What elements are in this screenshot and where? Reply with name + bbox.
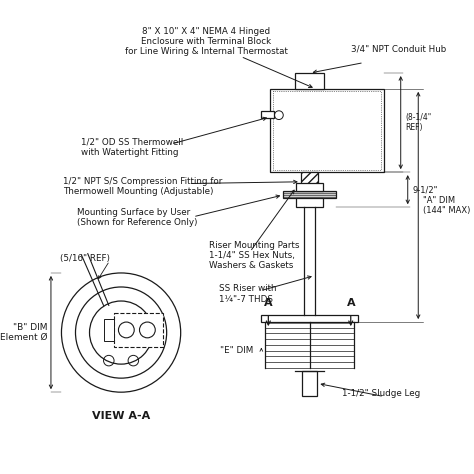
Text: Riser Mounting Parts
1-1/4" SS Hex Nuts,
Washers & Gaskets: Riser Mounting Parts 1-1/4" SS Hex Nuts,… xyxy=(209,240,299,270)
Bar xyxy=(270,89,384,172)
Text: 3/4" NPT Conduit Hub: 3/4" NPT Conduit Hub xyxy=(351,45,446,54)
Text: A: A xyxy=(346,298,355,308)
Bar xyxy=(283,191,336,199)
Bar xyxy=(273,91,382,170)
Bar xyxy=(296,199,323,207)
Text: (5/16" REF): (5/16" REF) xyxy=(60,254,109,263)
Bar xyxy=(261,111,274,118)
Text: 8" X 10" X 4" NEMA 4 Hinged
Enclosure with Terminal Block
for Line Wiring & Inte: 8" X 10" X 4" NEMA 4 Hinged Enclosure wi… xyxy=(125,27,312,88)
Bar xyxy=(103,319,114,341)
Text: A: A xyxy=(264,298,273,308)
Text: VIEW A-A: VIEW A-A xyxy=(92,411,150,421)
Bar xyxy=(261,315,358,322)
Bar xyxy=(296,182,323,191)
Text: 1/2" OD SS Thermowell
with Watertight Fitting: 1/2" OD SS Thermowell with Watertight Fi… xyxy=(81,138,183,157)
Text: "E" DIM: "E" DIM xyxy=(220,346,254,355)
Text: "B" DIM
Element Ø: "B" DIM Element Ø xyxy=(0,323,47,342)
Bar xyxy=(301,371,318,396)
Text: 9-1/2": 9-1/2" xyxy=(412,185,438,194)
Bar xyxy=(301,172,319,191)
Bar xyxy=(295,73,325,89)
Text: Mounting Surface by User
(Shown for Reference Only): Mounting Surface by User (Shown for Refe… xyxy=(77,208,198,228)
Bar xyxy=(114,313,163,346)
Text: 1-1/2" Sludge Leg: 1-1/2" Sludge Leg xyxy=(342,390,420,399)
Text: 1/2" NPT S/S Compression Fitting for
Thermowell Mounting (Adjustable): 1/2" NPT S/S Compression Fitting for The… xyxy=(63,176,223,196)
Text: (8-1/4"
REF): (8-1/4" REF) xyxy=(405,113,431,132)
Text: SS Riser with
1¼"-7 THDS: SS Riser with 1¼"-7 THDS xyxy=(219,284,277,304)
Text: "A" DIM
(144" MAX): "A" DIM (144" MAX) xyxy=(423,196,470,215)
